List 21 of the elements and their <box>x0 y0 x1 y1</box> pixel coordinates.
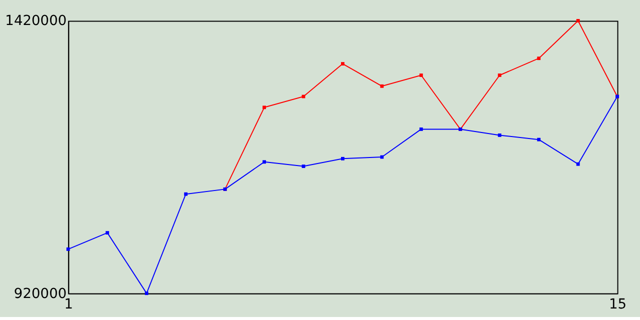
point <box>262 106 266 110</box>
x-tick-label: 1 <box>64 296 74 313</box>
point <box>262 160 266 164</box>
point <box>380 84 384 88</box>
point <box>419 128 423 131</box>
point <box>576 19 580 22</box>
y-tick-label: 1420000 <box>5 13 67 30</box>
point <box>66 247 70 251</box>
point <box>576 162 580 166</box>
point <box>341 156 344 160</box>
x-tick-label: 15 <box>608 296 627 313</box>
point <box>419 74 423 77</box>
y-tick-label: 920000 <box>14 286 67 302</box>
point <box>498 134 502 137</box>
point <box>144 292 148 296</box>
point <box>106 231 110 235</box>
point <box>537 56 541 60</box>
point <box>341 62 344 66</box>
point <box>184 192 188 196</box>
point <box>498 74 502 77</box>
point <box>537 138 541 142</box>
